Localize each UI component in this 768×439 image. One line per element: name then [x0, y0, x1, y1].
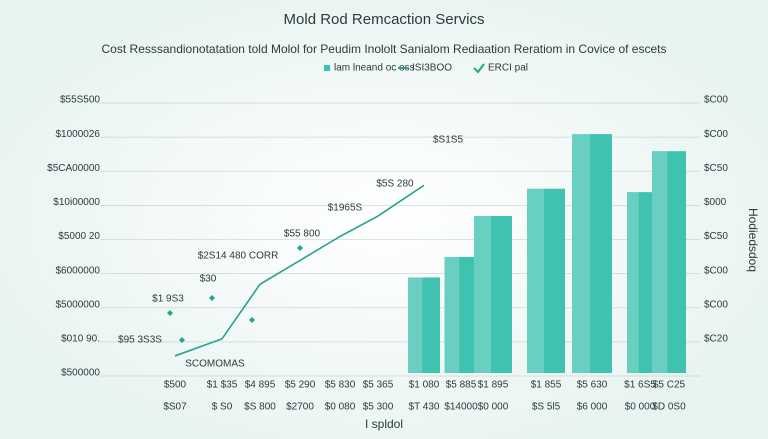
- annotation: $S1S5: [433, 135, 463, 146]
- bar-group: [474, 216, 512, 373]
- annotation: $55 800: [284, 229, 321, 240]
- bar-group: [572, 134, 612, 373]
- x-tick-label-secondary: $5 300: [363, 402, 394, 413]
- x-axis-label: I spldol: [365, 417, 403, 431]
- bar-highlight: [408, 277, 423, 373]
- x-tick-label-secondary: $0 080: [325, 402, 356, 413]
- bar: [444, 256, 478, 373]
- legend-swatch: [324, 65, 330, 71]
- y2-axis-label: Hodiedsdoq: [746, 208, 760, 272]
- bar-group: [527, 188, 565, 373]
- x-tick-label: $5 C25: [653, 380, 686, 391]
- x-tick-label: $1 895: [478, 380, 509, 391]
- annotation: SCOMOMAS: [185, 359, 245, 370]
- x-tick-label: $1 6S5: [624, 380, 656, 391]
- annotation: $1965S: [328, 203, 363, 214]
- x-tick-label: $5 365: [363, 380, 394, 391]
- line: [174, 184, 425, 357]
- y2-tick-label: $C20: [704, 334, 728, 345]
- x-tick-label-secondary: $ S0: [212, 402, 233, 413]
- bar-group: [408, 277, 440, 373]
- chart-subtitle: Cost Resssandionotatation told Molol for…: [102, 42, 667, 56]
- y-tick-label: $55S500: [60, 95, 100, 106]
- bar-highlight: [527, 188, 545, 373]
- marker: [297, 245, 303, 251]
- y-tick-label: $010 90.: [61, 334, 100, 345]
- y2-tick-label: $C00: [704, 265, 728, 276]
- x-tick-label-secondary: $S 5l5: [532, 402, 561, 413]
- x-tick-label: $1 855: [531, 380, 562, 391]
- legend-label: lam lneand oc oss: [334, 63, 415, 74]
- y-tick-label: $10i00000: [53, 197, 100, 208]
- annotation: $2S14 480 CORR: [198, 251, 279, 262]
- marker: [249, 317, 255, 323]
- bar-highlight: [627, 192, 639, 373]
- x-tick-label-secondary: $0 000: [625, 402, 656, 413]
- x-tick-label: $4 895: [245, 380, 276, 391]
- x-tick-label-secondary: $0 000: [478, 402, 509, 413]
- legend-label: ERCI pal: [488, 63, 528, 74]
- bar: [408, 277, 440, 373]
- x-tick-label: $5 630: [577, 380, 608, 391]
- legend-label: ISI3BOO: [412, 63, 452, 74]
- x-tick-label-secondary: $S 800: [244, 402, 276, 413]
- bar: [627, 192, 653, 373]
- annotation: $95 3S3S: [118, 335, 162, 346]
- annotation: $1 9S3: [152, 294, 184, 305]
- x-tick-label: $1 080: [409, 380, 440, 391]
- y2-tick-label: $000: [704, 197, 727, 208]
- x-tick-label-secondary: $2700: [286, 402, 314, 413]
- x-tick-label: $5 290: [285, 380, 316, 391]
- y2-tick-label: $C00: [704, 129, 728, 140]
- y2-tick-label: $C00: [704, 95, 728, 106]
- bar: [572, 134, 612, 373]
- x-tick-label-secondary: $6 000: [577, 402, 608, 413]
- bar-highlight: [444, 256, 460, 373]
- chart-title: Mold Rod Remcaction Servics: [284, 11, 485, 28]
- x-tick-label: $1 $35: [207, 380, 238, 391]
- bar-group: [627, 192, 653, 373]
- y-tick-label: $1000026: [56, 129, 101, 140]
- y-tick-label: $5000000: [56, 299, 101, 310]
- y-tick-label: $5000 20: [58, 231, 100, 242]
- x-tick-label: $5 830: [325, 380, 356, 391]
- bar-highlight: [652, 151, 668, 373]
- marker: [179, 337, 185, 343]
- legend-icon: [473, 63, 485, 74]
- marker: [167, 310, 173, 316]
- bar: [474, 216, 512, 373]
- x-tick-label: $500: [164, 380, 187, 391]
- y2-tick-label: $C50: [704, 163, 728, 174]
- marker: [209, 295, 215, 301]
- bar-group: [652, 151, 686, 373]
- bar-highlight: [572, 134, 590, 373]
- y-tick-label: $500000: [61, 368, 100, 379]
- x-tick-label-secondary: $14000: [444, 402, 478, 413]
- bar: [527, 188, 565, 373]
- y-tick-label: $6000000: [56, 265, 101, 276]
- annotation: $5S 280: [376, 179, 414, 190]
- y2-tick-label: $C50: [704, 231, 728, 242]
- annotation: $30: [200, 274, 217, 285]
- x-tick-label-secondary: $D 0S0: [652, 402, 686, 413]
- y-tick-label: $5CA00000: [47, 163, 100, 174]
- bar-group: [444, 256, 478, 373]
- bar-highlight: [474, 216, 492, 373]
- x-tick-label-secondary: $T 430: [409, 402, 440, 413]
- bar: [652, 151, 686, 373]
- x-tick-label-secondary: $S07: [163, 402, 187, 413]
- y2-tick-label: $C00: [704, 299, 728, 310]
- x-tick-label: $5 885: [446, 380, 477, 391]
